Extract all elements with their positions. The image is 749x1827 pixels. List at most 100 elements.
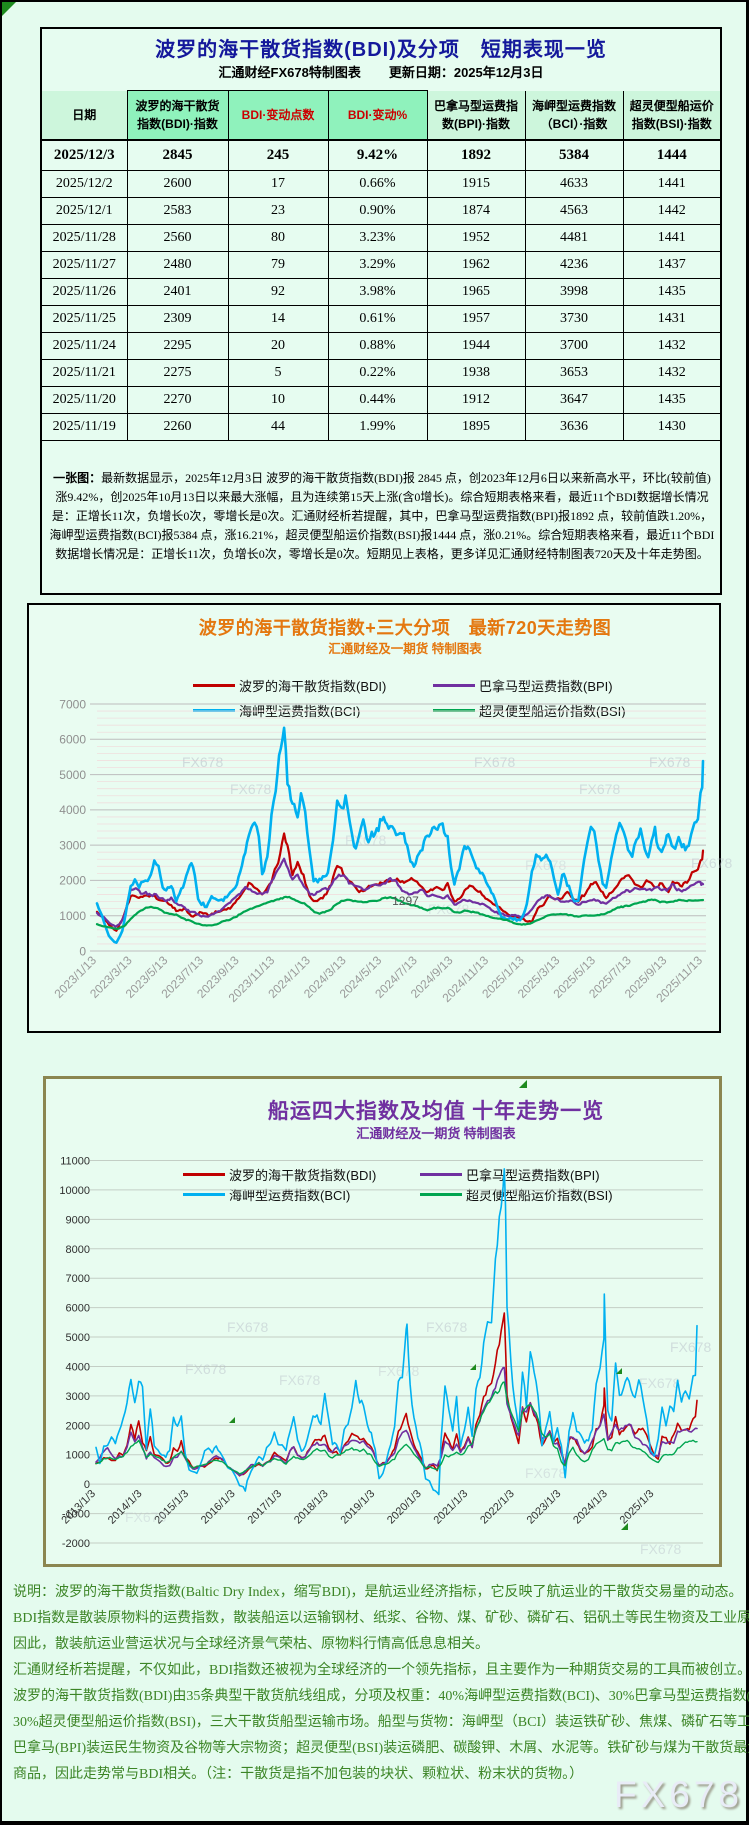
- legend-label-bsi: 超灵便型船运价指数(BSI): [466, 1187, 613, 1203]
- footer-line: BDI指数是散装原物料的运费指数，散装船运以运输钢材、纸浆、谷物、煤、矿砂、磷矿…: [13, 1611, 749, 1626]
- footer-line: 巴拿马(BPI)装运民生物资及谷物等大宗物资；超灵便型(BSI)装运磷肥、碳酸钾…: [13, 1741, 749, 1756]
- table-cell: 2600: [126, 170, 229, 198]
- table-cell: 1938: [426, 359, 526, 387]
- legend-label-bdi: 波罗的海干散货指数(BDI): [229, 1167, 377, 1183]
- table-cell: 2025/12/1: [42, 197, 128, 225]
- table-cell: 2025/11/19: [42, 413, 128, 441]
- table-cell: 4563: [524, 197, 624, 225]
- table-cell: 3653: [524, 359, 624, 387]
- table-cell: 1432: [622, 359, 720, 387]
- table-cell: 4481: [524, 224, 624, 252]
- table-cell: 80: [227, 224, 329, 252]
- header-row: 日期 波罗的海干散货 指数(BDI)·指数 BDI·变动点数 BDI·变动% 巴拿马型运费…: [42, 90, 720, 141]
- table-cell: 1435: [622, 278, 720, 306]
- chart2-legend: 波罗的海干散货指数(BDI) 巴拿马型运费指数(BPI) 海岬型运费指数(BCI…: [183, 1164, 657, 1204]
- table-cell: 1874: [426, 197, 526, 225]
- table-cell: 44: [227, 413, 329, 441]
- table-cell: 1442: [622, 197, 720, 225]
- table-cell: 0.61%: [327, 305, 428, 333]
- legend-item-bsi: 超灵便型船运价指数(BSI): [433, 701, 673, 720]
- table-cell: 2025/12/2: [42, 170, 128, 198]
- bsi-line-swatch: [433, 709, 475, 712]
- table-subtitle-source: 汇通财经FX678特制图表: [218, 65, 361, 80]
- table-row: 2025/12/2 2600 17 0.66% 1915 4633 1441: [42, 170, 720, 198]
- table-cell: 245: [227, 139, 329, 171]
- footer-line: 说明：波罗的海干散货指数(Baltic Dry Index，缩写BDI)，是航运…: [13, 1585, 743, 1600]
- table-cell: 0.22%: [327, 359, 428, 387]
- table-cell: 10: [227, 386, 329, 414]
- table-cell: 14: [227, 305, 329, 333]
- chart2-title: 船运四大指数及均值 十年走势一览: [267, 1099, 605, 1123]
- table-row: 2025/11/20 2270 10 0.44% 1912 3647 1435: [42, 386, 720, 414]
- table-cell: 0.44%: [327, 386, 428, 414]
- legend-item-bpi: 巴拿马型运费指数(BPI): [420, 1165, 657, 1184]
- table-cell: 3.98%: [327, 278, 428, 306]
- footer-line: 汇通财经析若提醒，不仅如此，BDI指数还被视为全球经济的一个领先指标，且主要作为…: [13, 1663, 749, 1678]
- table-cell: 1441: [622, 170, 720, 198]
- table-cell: 1892: [426, 139, 526, 171]
- table-cell: 1444: [622, 139, 720, 171]
- table-cell: 79: [227, 251, 329, 279]
- table-cell: 1952: [426, 224, 526, 252]
- footer-notes: 说明：波罗的海干散货指数(Baltic Dry Index，缩写BDI)，是航运…: [13, 1580, 749, 1788]
- table-cell: 2025/11/25: [42, 305, 128, 333]
- column-header: 海岬型运费指数 （BCI）·指数: [524, 90, 624, 141]
- table-cell: 2295: [126, 332, 229, 360]
- table-cell: 2583: [126, 197, 229, 225]
- chart-tenyear-panel: 船运四大指数及均值 十年走势一览 汇通财经及一期货 特制图表 波罗的海干散货指数…: [43, 1076, 722, 1567]
- bci-line-swatch: [193, 709, 235, 712]
- bdi-summary-table-panel: 波罗的海干散货指数(BDI)及分项 短期表现一览 汇通财经FX678特制图表 更新…: [40, 27, 722, 595]
- bpi-line-swatch: [433, 684, 475, 687]
- legend-item-bdi: 波罗的海干散货指数(BDI): [183, 1165, 420, 1184]
- table-cell: 1915: [426, 170, 526, 198]
- table-subtitle-date: 更新日期：2025年12月3日: [388, 65, 544, 80]
- legend-item-bdi: 波罗的海干散货指数(BDI): [193, 676, 433, 695]
- chart2-subtitle: 汇通财经及一期货 特制图表: [356, 1126, 516, 1141]
- legend-label-bdi: 波罗的海干散货指数(BDI): [239, 679, 387, 694]
- legend-label-bci: 海岬型运费指数(BCI): [239, 704, 361, 719]
- table-cell: 1962: [426, 251, 526, 279]
- fx678-brand-watermark: FX678: [614, 1774, 744, 1815]
- table-cell: 4633: [524, 170, 624, 198]
- table-cell: 3730: [524, 305, 624, 333]
- legend-label-bpi: 巴拿马型运费指数(BPI): [466, 1167, 600, 1183]
- column-header: 巴拿马型运费指 数(BPI)·指数: [426, 90, 526, 141]
- table-row: 2025/11/21 2275 5 0.22% 1938 3653 1432: [42, 359, 720, 387]
- table-cell: 5384: [524, 139, 624, 171]
- bdi-line-swatch: [193, 684, 235, 687]
- chart1-legend: 波罗的海干散货指数(BDI) 巴拿马型运费指数(BPI) 海岬型运费指数(BCI…: [193, 673, 673, 723]
- table-cell: 2025/11/20: [42, 386, 128, 414]
- table-cell: 1441: [622, 224, 720, 252]
- table-cell: 1957: [426, 305, 526, 333]
- column-header: BDI·变动%: [327, 90, 428, 141]
- table-row: 2025/12/1 2583 23 0.90% 1874 4563 1442: [42, 197, 720, 225]
- table-cell: 1912: [426, 386, 526, 414]
- table-cell: 2260: [126, 413, 229, 441]
- table-cell: 2401: [126, 278, 229, 306]
- table-cell: 3998: [524, 278, 624, 306]
- table-cell: 2275: [126, 359, 229, 387]
- summary-lead: 一张图：: [53, 471, 102, 485]
- table-cell: 1431: [622, 305, 720, 333]
- bpi-line-swatch: [420, 1172, 462, 1176]
- table-cell: 2025/11/27: [42, 251, 128, 279]
- table-row: 2025/11/19 2260 44 1.99% 1895 3636 1430: [42, 413, 720, 441]
- table-cell: 20: [227, 332, 329, 360]
- table-cell: 2025/11/21: [42, 359, 128, 387]
- table-cell: 3636: [524, 413, 624, 441]
- table-row: 2025/11/24 2295 20 0.88% 1944 3700 1432: [42, 332, 720, 360]
- table-cell: 4236: [524, 251, 624, 279]
- table-cell: 2025/11/26: [42, 278, 128, 306]
- table-cell: 17: [227, 170, 329, 198]
- column-header: 波罗的海干散货 指数(BDI)·指数: [126, 90, 229, 141]
- table-cell: 3.29%: [327, 251, 428, 279]
- legend-item-bsi: 超灵便型船运价指数(BSI): [420, 1185, 657, 1204]
- table-cell: 9.42%: [327, 139, 428, 171]
- table-cell: 3647: [524, 386, 624, 414]
- table-cell: 1944: [426, 332, 526, 360]
- table-cell: 0.66%: [327, 170, 428, 198]
- footer-line: 波罗的海干散货指数(BDI)由35条典型干散货航线组成，分项及权重：40%海岬型…: [13, 1689, 749, 1704]
- table-cell: 2560: [126, 224, 229, 252]
- table-cell: 2480: [126, 251, 229, 279]
- bdi-data-table: 日期 波罗的海干散货 指数(BDI)·指数 BDI·变动点数 BDI·变动% 巴拿马型运费…: [42, 90, 720, 441]
